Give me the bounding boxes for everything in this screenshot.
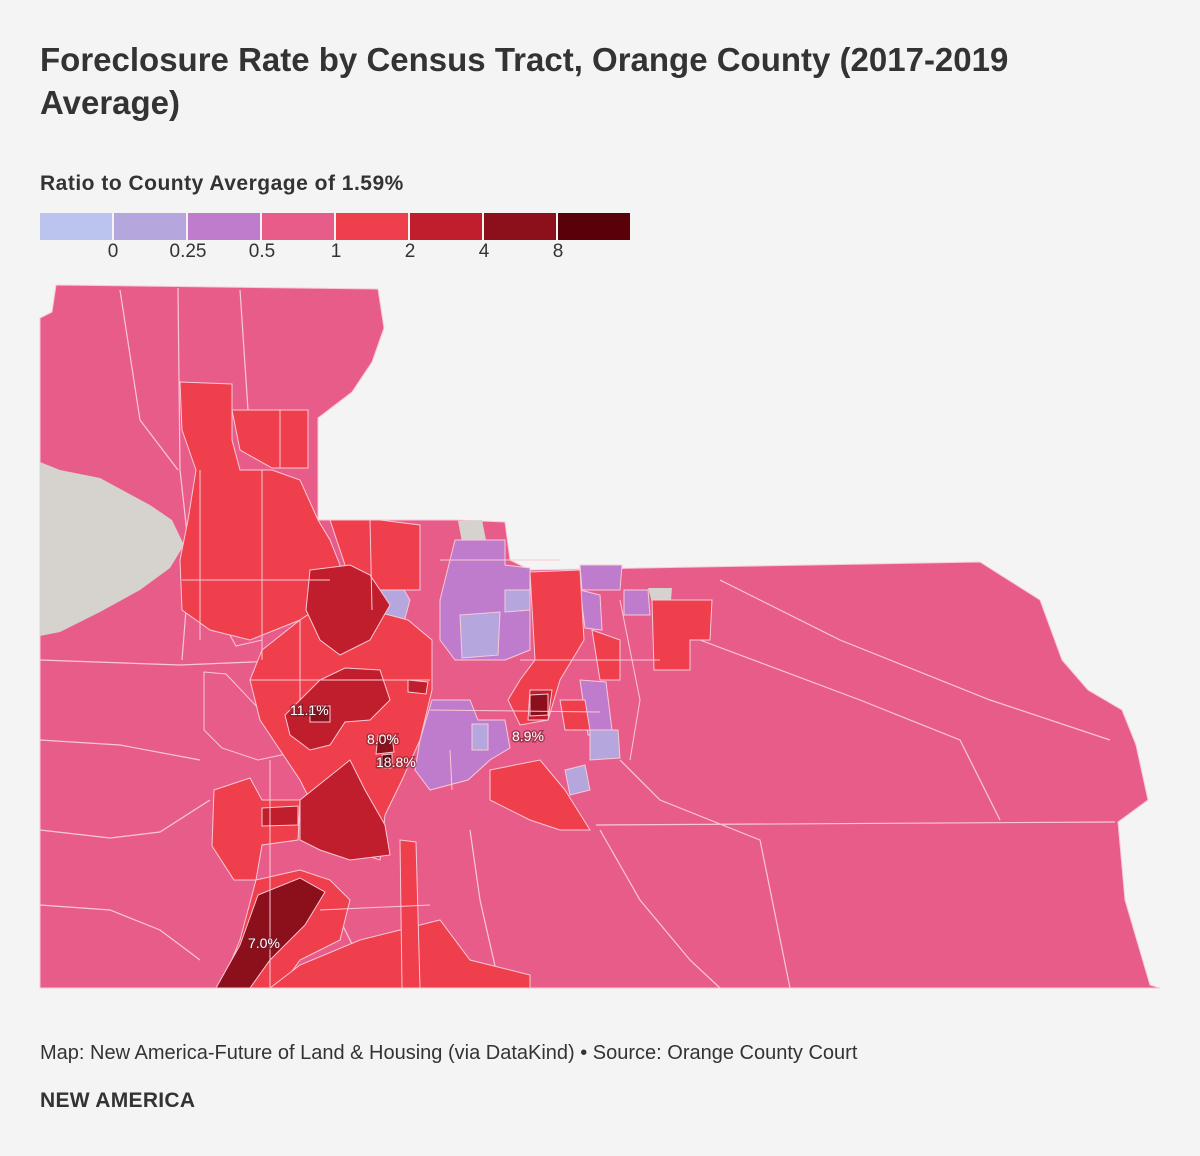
choropleth-map[interactable]: 11.1% 8.0% 18.8% 8.9% 7.0% xyxy=(0,280,1200,1000)
callout-label: 8.9% xyxy=(512,728,544,744)
tract xyxy=(529,693,549,717)
tract-boundary xyxy=(599,829,721,989)
no-data-area xyxy=(40,462,184,636)
tract xyxy=(589,729,621,761)
tract xyxy=(489,759,591,831)
tract xyxy=(268,919,531,989)
callout-label: 8.0% xyxy=(367,731,399,747)
callout-label: 11.1% xyxy=(290,702,329,718)
legend-label: 0.5 xyxy=(248,241,276,262)
legend-swatch xyxy=(484,213,556,240)
tract-boundary xyxy=(39,739,201,761)
tract xyxy=(564,764,591,796)
tract-boundary xyxy=(699,639,1001,821)
tract xyxy=(559,699,591,731)
tract xyxy=(579,564,623,591)
tract-boundary xyxy=(429,709,601,713)
tracts-high xyxy=(179,381,713,989)
legend-label: 8 xyxy=(552,241,564,262)
tract-boundary xyxy=(619,599,641,761)
legend-swatch xyxy=(262,213,334,240)
brand-logo-text: NEW AMERICA xyxy=(40,1089,196,1112)
tract-boundary xyxy=(39,799,211,839)
tract xyxy=(651,599,713,671)
tract-boundary xyxy=(595,821,1116,826)
tract xyxy=(504,589,531,613)
tract xyxy=(399,839,421,989)
legend-swatch xyxy=(114,213,186,240)
legend-swatch xyxy=(40,213,112,240)
tract-boundary xyxy=(319,904,431,911)
legend-label: 4 xyxy=(478,241,490,262)
legend-swatch xyxy=(558,213,630,240)
no-data-area xyxy=(458,520,486,542)
tract-boundary xyxy=(119,289,179,471)
tract xyxy=(507,569,585,726)
tract xyxy=(261,805,299,827)
legend-label: 0.25 xyxy=(169,241,207,262)
tract xyxy=(203,671,287,761)
tract-boundary xyxy=(469,829,501,989)
legend-label: 1 xyxy=(330,241,342,262)
tract xyxy=(591,629,621,681)
tract xyxy=(284,667,391,751)
legend xyxy=(40,213,632,263)
map-title: Foreclosure Rate by Census Tract, Orange… xyxy=(40,41,1009,121)
tract xyxy=(211,777,301,881)
callouts: 11.1% 8.0% 18.8% 8.9% 7.0% xyxy=(247,701,546,953)
tract xyxy=(309,705,331,723)
tract xyxy=(471,723,489,751)
tract xyxy=(381,753,393,769)
tract xyxy=(623,589,651,616)
legend-label: 2 xyxy=(404,241,416,262)
tract xyxy=(579,589,603,631)
legend-swatch xyxy=(188,213,260,240)
legend-swatch xyxy=(336,213,408,240)
tract-boundary xyxy=(39,904,201,961)
tract xyxy=(375,735,395,755)
tract xyxy=(414,699,511,791)
legend-swatch xyxy=(410,213,482,240)
callout-label: 7.0% xyxy=(248,935,280,951)
legend-title: Ratio to County Avergage of 1.59% xyxy=(40,172,404,195)
map-credit: Map: New America-Future of Land & Housin… xyxy=(40,1042,858,1064)
tract xyxy=(305,564,391,656)
tract xyxy=(459,611,501,659)
tract-boundary xyxy=(619,759,791,989)
tract xyxy=(407,679,429,695)
legend-label: 0 xyxy=(107,241,119,262)
tract-boundary xyxy=(369,519,373,611)
inner-tract-lines xyxy=(182,410,660,988)
tract xyxy=(299,759,391,861)
callout-label: 18.8% xyxy=(376,754,416,770)
tract xyxy=(231,409,309,469)
tract-boundary xyxy=(449,749,453,791)
tract-boundary xyxy=(719,579,1111,741)
